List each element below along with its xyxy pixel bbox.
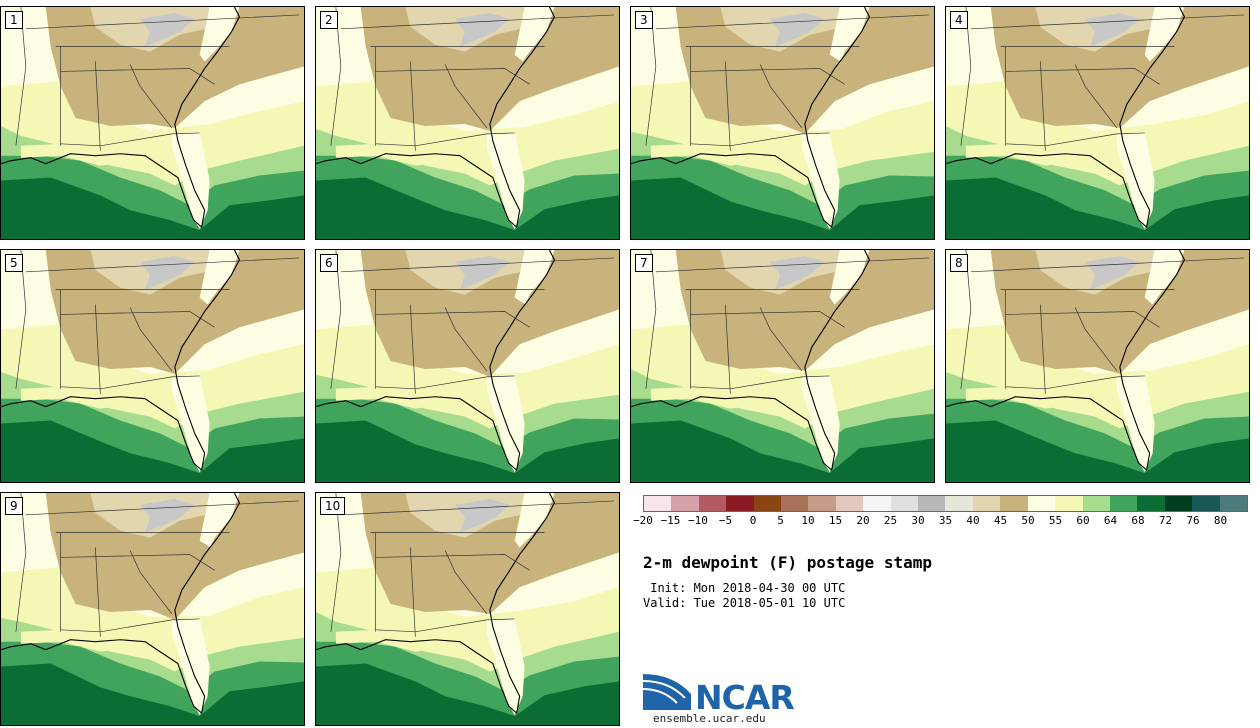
- valid-time: Valid: Tue 2018-05-01 10 UTC: [643, 596, 846, 610]
- panel-label: 9: [5, 497, 23, 515]
- colorbar-segment: [1164, 496, 1193, 511]
- colorbar-segment: [726, 496, 754, 511]
- ncar-logo-icon: [643, 674, 691, 710]
- colorbar-tick-label: −5: [718, 514, 733, 527]
- colorbar-segment: [1055, 496, 1083, 511]
- panel-label: 10: [320, 497, 346, 515]
- colorbar-segment: [945, 496, 973, 511]
- colorbar-tick-label: 72: [1158, 514, 1173, 527]
- colorbar-tick-label: −10: [688, 514, 708, 527]
- colorbar-tick-label: 25: [883, 514, 898, 527]
- panel-9: 9: [0, 492, 305, 726]
- colorbar-tick-label: 55: [1048, 514, 1063, 527]
- map: [1, 493, 304, 725]
- panel-label: 7: [635, 254, 653, 272]
- colorbar-tick-label: 80: [1213, 514, 1228, 527]
- colorbar-segment: [1137, 496, 1165, 511]
- map: [946, 7, 1249, 239]
- colorbar-segment: [671, 496, 699, 511]
- map: [631, 7, 934, 239]
- colorbar-segment: [698, 496, 727, 511]
- colorbar-tick-label: −20: [633, 514, 653, 527]
- panel-7: 7: [630, 249, 935, 483]
- map: [946, 250, 1249, 482]
- colorbar-tick-label: 50: [1021, 514, 1035, 527]
- map: [316, 493, 619, 725]
- colorbar-segment: [1082, 496, 1110, 511]
- colorbar: [643, 495, 1248, 512]
- panel-8: 8: [945, 249, 1250, 483]
- colorbar-tick-label: 30: [911, 514, 925, 527]
- panel-4: 4: [945, 6, 1250, 240]
- panel-label: 1: [5, 11, 23, 29]
- panel-1: 1: [0, 6, 305, 240]
- panel-3: 3: [630, 6, 935, 240]
- colorbar-segment: [863, 496, 891, 511]
- colorbar-tick-label: 15: [828, 514, 843, 527]
- colorbar-tick-label: 20: [856, 514, 870, 527]
- colorbar-tick-label: 40: [966, 514, 980, 527]
- map: [316, 250, 619, 482]
- logo-text: NCAR: [695, 678, 795, 717]
- colorbar-segment: [890, 496, 919, 511]
- map: [631, 250, 934, 482]
- panel-label: 8: [950, 254, 968, 272]
- colorbar-segment: [808, 496, 836, 511]
- colorbar-tick-label: 76: [1186, 514, 1200, 527]
- panel-label: 5: [5, 254, 23, 272]
- colorbar-segment: [1109, 496, 1138, 511]
- colorbar-segment: [753, 496, 782, 511]
- colorbar-tick-label: 60: [1076, 514, 1090, 527]
- colorbar-segment: [1219, 496, 1247, 511]
- colorbar-ticks: −20 −15 −10 −5 0 5 10 15 20 25 30 35 40 45 50 55 60 64 68 7…: [633, 514, 1248, 530]
- panel-label: 4: [950, 11, 968, 29]
- panel-label: 6: [320, 254, 338, 272]
- colorbar-tick-label: −15: [660, 514, 681, 527]
- panel-5: 5: [0, 249, 305, 483]
- colorbar-tick-label: 5: [777, 514, 784, 527]
- colorbar-segment: [644, 496, 672, 511]
- colorbar-tick-label: 68: [1131, 514, 1145, 527]
- panel-label: 2: [320, 11, 338, 29]
- colorbar-segment: [835, 496, 864, 511]
- panel-6: 6: [315, 249, 620, 483]
- colorbar-segment: [1192, 496, 1220, 511]
- map: [316, 7, 619, 239]
- colorbar-segment: [1027, 496, 1056, 511]
- map: [1, 250, 304, 482]
- colorbar-tick-label: 64: [1103, 514, 1118, 527]
- colorbar-segment: [1000, 496, 1028, 511]
- colorbar-tick-label: 10: [801, 514, 815, 527]
- panel-2: 2: [315, 6, 620, 240]
- colorbar-segment: [918, 496, 946, 511]
- colorbar-segment: [972, 496, 1001, 511]
- colorbar-segment: [781, 496, 809, 511]
- map: [1, 7, 304, 239]
- colorbar-tick-label: 35: [938, 514, 953, 527]
- panel-label: 3: [635, 11, 653, 29]
- colorbar-tick-label: 45: [993, 514, 1008, 527]
- panel-10: 10: [315, 492, 620, 726]
- site-url: ensemble.ucar.edu: [653, 712, 766, 725]
- init-time: Init: Mon 2018-04-30 00 UTC: [643, 581, 846, 595]
- plot-title: 2-m dewpoint (F) postage stamp: [643, 553, 932, 572]
- colorbar-tick-label: 0: [749, 514, 757, 527]
